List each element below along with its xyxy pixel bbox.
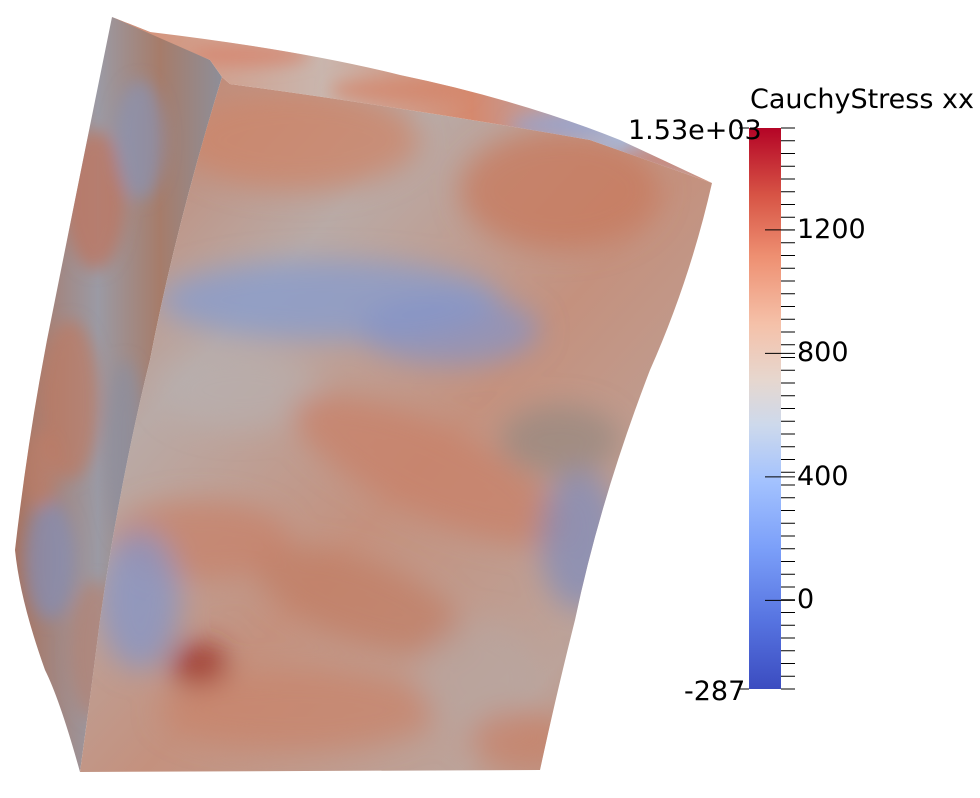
colorbar-gradient	[749, 128, 781, 689]
colorbar-min-label: -287	[684, 676, 746, 707]
colorbar	[739, 127, 795, 690]
colorbar-tick-label: 400	[797, 460, 849, 492]
colorbar-tick-label: 800	[797, 337, 849, 369]
colorbar-title: CauchyStress xx	[750, 84, 974, 115]
colorbar-tick-label: 0	[797, 584, 815, 616]
colorbar-ticks	[739, 127, 795, 690]
colorbar-tick-label: 1200	[797, 213, 866, 245]
colorbar-max-label: 1.53e+03	[628, 115, 762, 146]
